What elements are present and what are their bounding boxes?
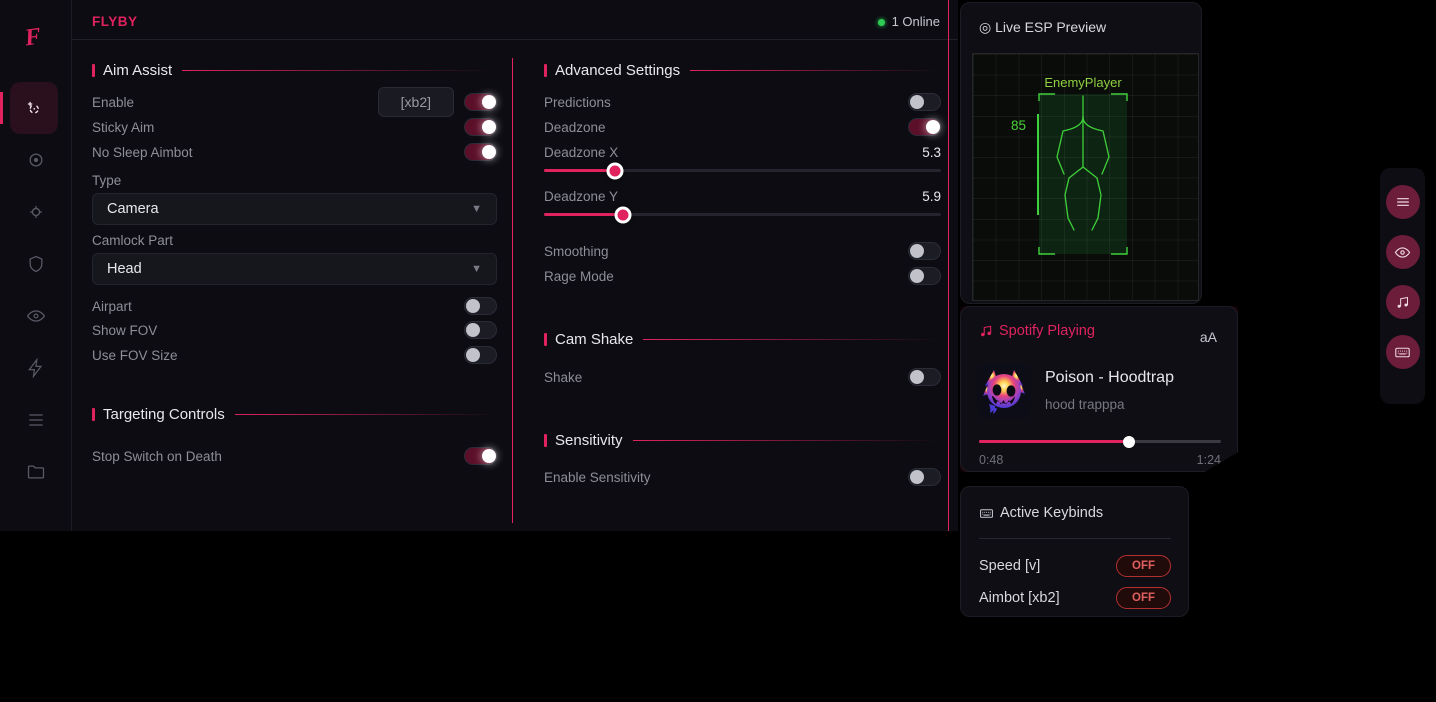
svg-text:F: F <box>22 23 42 51</box>
